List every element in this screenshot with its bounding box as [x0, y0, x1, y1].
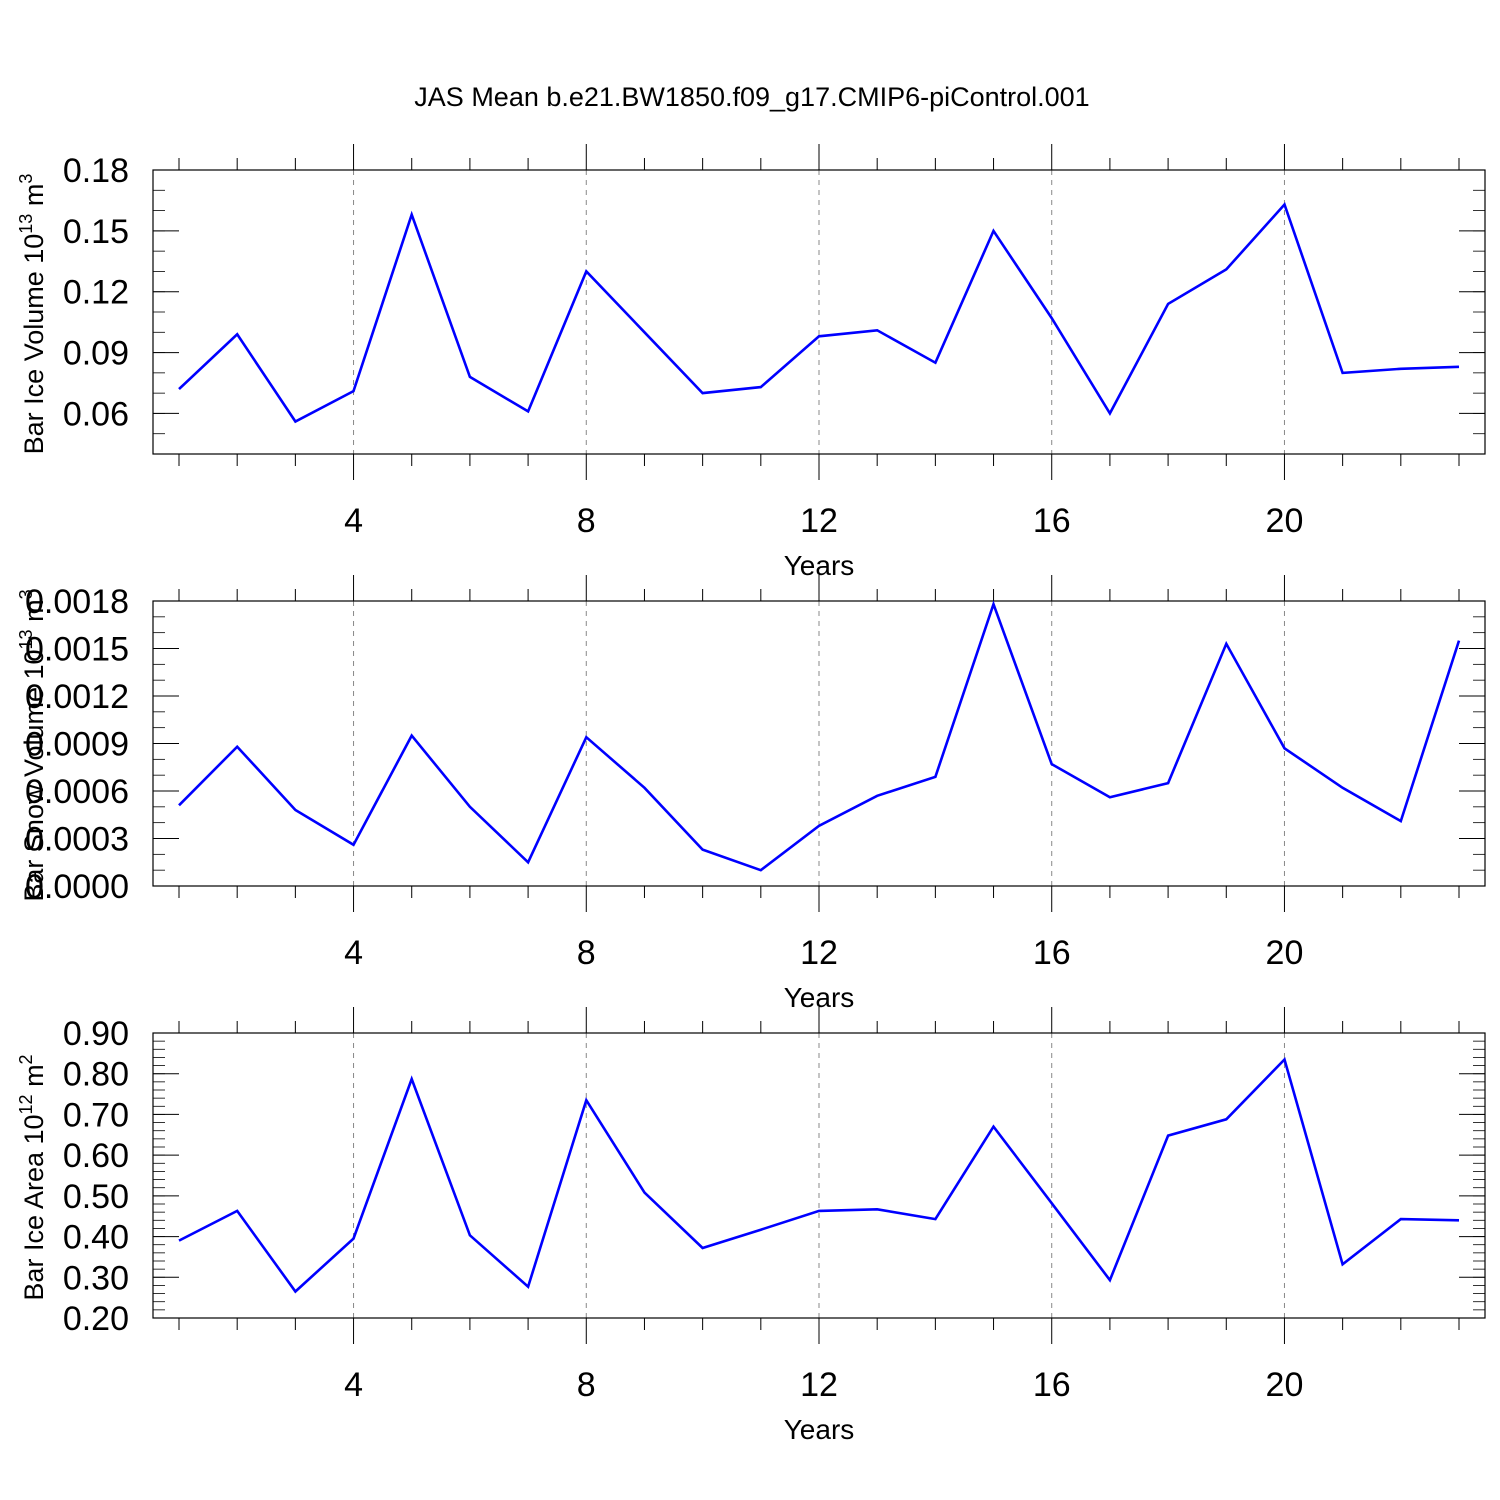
y-tick-label: 0.0018 [25, 583, 129, 621]
x-tick-label: 8 [577, 934, 596, 972]
x-tick-label: 12 [800, 502, 838, 540]
y-axis-label: Bar Ice Volume 1013 m3 [16, 174, 49, 455]
y-tick-label: 0.60 [63, 1137, 129, 1175]
y-tick-label: 0.0012 [25, 678, 129, 716]
y-tick-label: 0.15 [63, 213, 129, 251]
chart-title: JAS Mean b.e21.BW1850.f09_g17.CMIP6-piCo… [414, 82, 1089, 112]
y-tick-label: 0.40 [63, 1219, 129, 1257]
y-tick-label: 0.30 [63, 1259, 129, 1297]
x-tick-label: 12 [800, 1366, 838, 1404]
series-line [178, 1056, 1460, 1294]
y-tick-label: 0.50 [63, 1178, 129, 1216]
x-tick-label: 8 [577, 502, 596, 540]
y-tick-label: 0.20 [63, 1300, 129, 1338]
x-tick-label: 4 [344, 934, 363, 972]
series-line [178, 600, 1461, 872]
y-tick-label: 0.80 [63, 1056, 129, 1094]
panel-3: 0.200.300.400.500.600.700.800.90 4 8 12 16 20… [16, 1007, 1486, 1445]
y-axis-label: Bar Snow Volume 1013 m3 [16, 589, 49, 901]
y-tick-label: 0.0009 [25, 726, 129, 764]
series-line [178, 201, 1460, 424]
y-tick-label: 0.0003 [25, 821, 129, 859]
x-tick-label: 4 [344, 502, 363, 540]
x-tick-label: 20 [1266, 502, 1304, 540]
x-tick-label: 20 [1266, 1366, 1304, 1404]
y-tick-label: 0.70 [63, 1096, 129, 1134]
y-tick-label: 0.0000 [25, 868, 129, 906]
x-axis-label: Years [784, 1414, 855, 1445]
y-tick-label: 0.06 [63, 395, 129, 433]
x-tick-label: 4 [344, 1366, 363, 1404]
y-axis-label: Bar Ice Area 1012 m2 [16, 1054, 49, 1300]
x-tick-label: 8 [577, 1366, 596, 1404]
y-tick-label: 0.0006 [25, 773, 129, 811]
x-tick-label: 16 [1033, 934, 1071, 972]
y-tick-label: 0.0015 [25, 631, 129, 669]
y-tick-label: 0.90 [63, 1015, 129, 1053]
panel-2: 0.0000 0.0003 0.0006 0.0009 0.0012 0.0015 0.00… [16, 575, 1486, 1013]
x-tick-label: 16 [1033, 1366, 1071, 1404]
x-tick-label: 12 [800, 934, 838, 972]
y-tick-label: 0.18 [63, 152, 129, 190]
x-tick-label: 20 [1266, 934, 1304, 972]
x-tick-label: 16 [1033, 502, 1071, 540]
y-tick-label: 0.09 [63, 335, 129, 373]
y-tick-label: 0.12 [63, 274, 129, 312]
